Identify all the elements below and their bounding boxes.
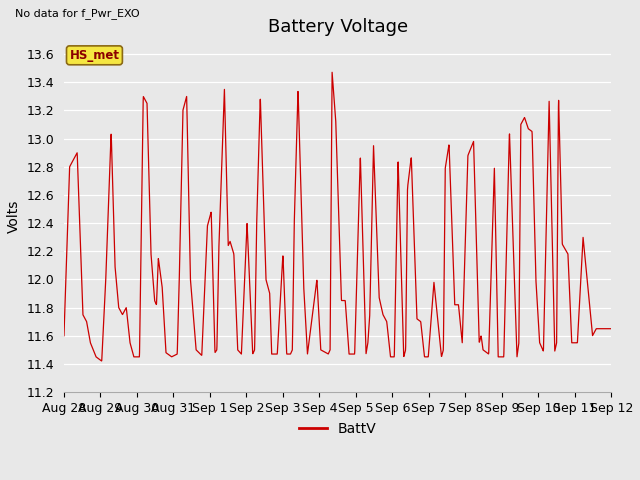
Text: HS_met: HS_met xyxy=(70,49,120,62)
Y-axis label: Volts: Volts xyxy=(7,199,21,233)
Text: No data for f_Pwr_EXO: No data for f_Pwr_EXO xyxy=(15,8,140,19)
Legend: BattV: BattV xyxy=(293,416,382,442)
Title: Battery Voltage: Battery Voltage xyxy=(268,18,408,36)
